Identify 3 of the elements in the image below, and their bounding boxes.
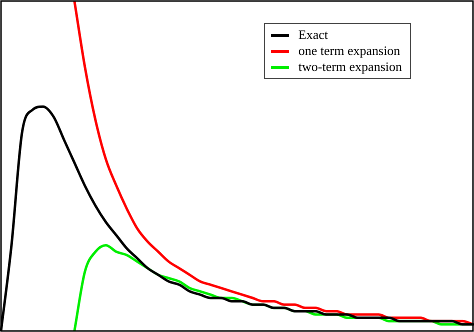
legend-label: two-term expansion (298, 59, 402, 75)
legend-label: Exact (298, 27, 328, 43)
legend-label: one term expansion (298, 43, 400, 59)
